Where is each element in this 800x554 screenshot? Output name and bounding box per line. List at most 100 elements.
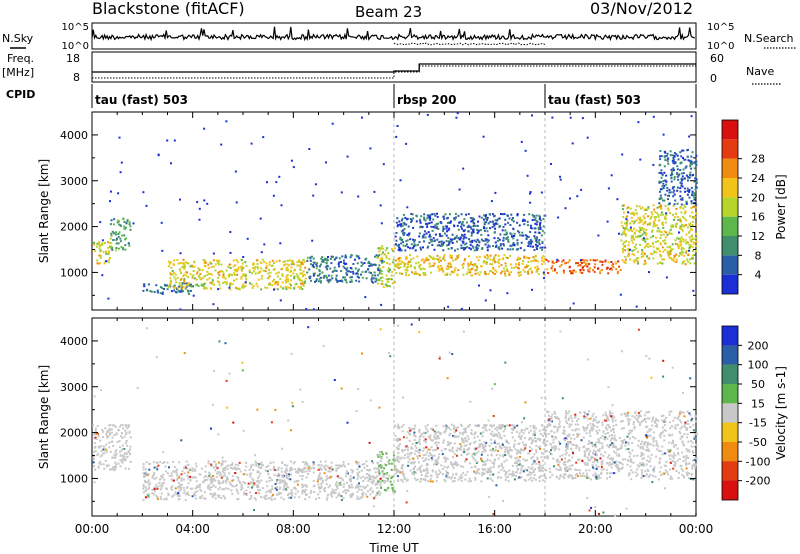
data-cell: [156, 487, 159, 490]
data-cell: [292, 260, 295, 263]
data-cell: [644, 262, 647, 264]
data-cell: [693, 180, 696, 183]
data-cell: [602, 468, 605, 471]
data-cell: [396, 475, 399, 478]
data-cell: [505, 476, 508, 479]
cpid-segment-label: rbsp 200: [397, 93, 456, 107]
nsky-label: N.Sky: [2, 32, 34, 45]
data-cell: [225, 283, 228, 286]
data-cell: [430, 265, 433, 268]
data-cell: [694, 432, 697, 435]
data-cell: [497, 431, 500, 434]
data-cell: [506, 475, 509, 478]
data-cell: [287, 486, 290, 489]
data-cell: [507, 240, 510, 243]
data-cell: [333, 490, 336, 493]
data-cell: [518, 476, 521, 479]
data-cell: [653, 251, 656, 254]
data-cell: [432, 449, 435, 452]
data-cell: [463, 259, 466, 262]
data-cell: [462, 234, 464, 237]
data-cell: [536, 265, 539, 268]
data-cell: [542, 441, 545, 443]
data-cell: [437, 441, 440, 444]
data-cell: [356, 275, 359, 278]
data-cell: [159, 461, 162, 464]
data-cell: [177, 485, 180, 488]
noise-cell: [627, 211, 630, 214]
data-cell: [241, 262, 244, 265]
data-cell: [680, 211, 683, 214]
data-cell: [523, 255, 526, 258]
noise-cell: [551, 116, 554, 119]
data-cell: [518, 267, 520, 270]
data-cell: [650, 443, 653, 446]
noise-cell: [263, 243, 266, 246]
data-cell: [517, 256, 520, 259]
data-cell: [386, 284, 388, 287]
data-cell: [671, 213, 674, 216]
data-cell: [401, 272, 403, 275]
data-cell: [534, 243, 537, 246]
data-cell: [513, 235, 516, 237]
data-cell: [189, 265, 192, 268]
data-cell: [633, 261, 636, 264]
data-cell: [274, 282, 276, 285]
data-cell: [250, 464, 253, 467]
data-cell: [480, 443, 483, 446]
data-cell: [216, 494, 219, 497]
data-cell: [466, 271, 469, 274]
data-cell: [649, 217, 652, 220]
data-cell: [492, 245, 494, 247]
data-cell: [630, 229, 632, 232]
data-cell: [344, 276, 346, 279]
data-cell: [682, 247, 685, 250]
data-cell: [102, 445, 105, 448]
data-cell: [352, 263, 355, 265]
noise-cell: [101, 274, 104, 277]
data-cell: [627, 420, 630, 423]
data-cell: [260, 461, 263, 464]
data-cell: [678, 173, 681, 176]
data-cell: [380, 486, 382, 489]
data-cell: [504, 218, 507, 221]
data-cell: [374, 495, 377, 498]
data-cell: [475, 245, 478, 248]
data-cell: [582, 269, 585, 272]
data-cell: [269, 489, 272, 491]
data-cell: [442, 241, 445, 244]
data-cell: [342, 485, 345, 488]
data-cell: [144, 474, 147, 477]
data-cell: [377, 456, 380, 458]
data-cell: [679, 181, 682, 184]
data-cell: [144, 486, 147, 489]
data-cell: [471, 455, 474, 458]
data-cell: [652, 204, 655, 207]
data-cell: [109, 257, 111, 260]
data-cell: [286, 268, 289, 271]
data-cell: [265, 262, 268, 265]
data-cell: [539, 445, 541, 448]
data-cell: [619, 268, 622, 271]
data-cell: [277, 281, 280, 284]
data-cell: [196, 490, 199, 493]
data-cell: [671, 154, 674, 157]
data-cell: [210, 482, 213, 485]
data-cell: [668, 252, 671, 255]
data-cell: [401, 450, 404, 453]
noise-cell: [290, 159, 293, 162]
data-cell: [365, 473, 368, 475]
data-cell: [533, 235, 536, 238]
data-cell: [529, 476, 532, 479]
data-cell: [540, 234, 543, 237]
data-cell: [159, 488, 162, 491]
data-cell: [624, 234, 627, 237]
noise-cell: [460, 307, 463, 310]
data-cell: [475, 248, 478, 251]
data-cell: [358, 464, 361, 467]
data-cell: [428, 241, 431, 244]
data-cell: [459, 465, 462, 468]
data-cell: [397, 267, 400, 270]
data-cell: [632, 235, 634, 238]
data-cell: [524, 459, 527, 462]
